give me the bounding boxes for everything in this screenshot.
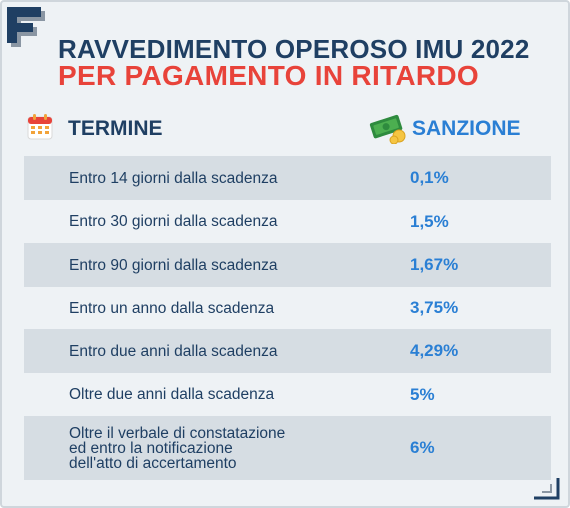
column-header-sanzione: SANZIONE	[412, 117, 521, 140]
corner-bracket-icon	[534, 478, 560, 500]
money-icon	[369, 114, 406, 144]
table-row: Entro 14 giorni dalla scadenza 0,1%	[24, 156, 551, 200]
rates-table: Entro 14 giorni dalla scadenza 0,1% Entr…	[24, 156, 551, 480]
table-row: Entro un anno dalla scadenza 3,75%	[24, 287, 551, 329]
row-termine: Entro 90 giorni dalla scadenza	[69, 256, 278, 274]
logo-f-icon: F	[6, 6, 45, 47]
row-sanzione: 3,75%	[410, 298, 459, 317]
row-sanzione: 4,29%	[410, 341, 459, 360]
table-row: Entro 90 giorni dalla scadenza 1,67%	[24, 243, 551, 287]
row-sanzione: 1,5%	[410, 211, 449, 231]
table-row: Entro due anni dalla scadenza 4,29%	[24, 329, 551, 373]
row-sanzione: 1,67%	[410, 255, 459, 274]
row-termine: Oltre il verbale di constatazione ed ent…	[69, 424, 286, 472]
row-termine: Entro un anno dalla scadenza	[69, 299, 275, 317]
calendar-icon	[27, 114, 53, 140]
row-termine: Entro 14 giorni dalla scadenza	[69, 169, 278, 187]
row-termine: Oltre due anni dalla scadenza	[69, 386, 275, 403]
logo-letter: F	[6, 6, 7, 7]
table-row: Oltre due anni dalla scadenza 5%	[24, 373, 551, 416]
table-row: Oltre il verbale di constatazione ed ent…	[24, 416, 551, 480]
row-sanzione: 5%	[410, 384, 435, 404]
title-line-1: RAVVEDIMENTO OPEROSO IMU 2022	[58, 34, 530, 64]
column-header-termine: TERMINE	[68, 117, 163, 140]
row-termine: Entro 30 giorni dalla scadenza	[69, 213, 278, 230]
row-sanzione: 6%	[410, 438, 435, 457]
title-line-2: PER PAGAMENTO IN RITARDO	[58, 60, 479, 91]
row-termine: Entro due anni dalla scadenza	[69, 342, 278, 360]
row-sanzione: 0,1%	[410, 168, 449, 187]
table-row: Entro 30 giorni dalla scadenza 1,5%	[24, 200, 551, 243]
